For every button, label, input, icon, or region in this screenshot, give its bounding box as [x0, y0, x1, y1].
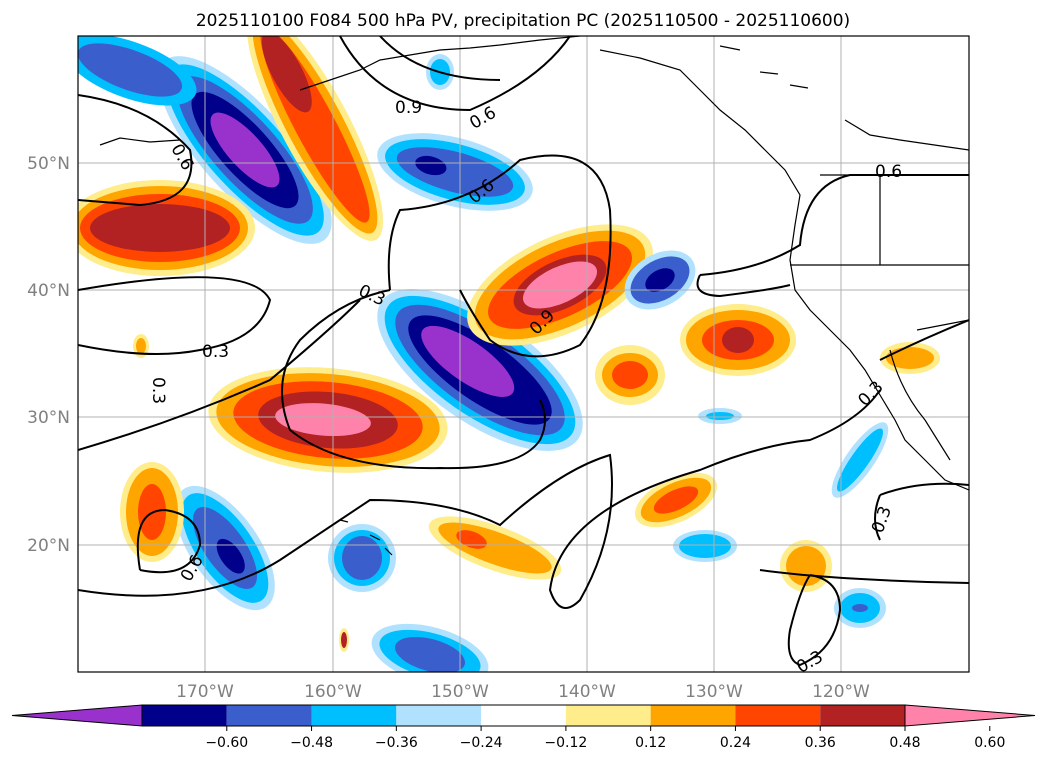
blob-central-east-tail	[595, 345, 665, 405]
blob-small-negative-1	[698, 408, 742, 424]
colorbar-segment	[142, 705, 227, 726]
colorbar-tick-label: 0.12	[635, 735, 666, 751]
chart-title: 2025110100 F084 500 hPa PV, precipitatio…	[196, 11, 850, 31]
blob-south-central-positive	[208, 367, 448, 473]
colorbar-segment	[396, 705, 482, 726]
blob-coast-negative	[831, 422, 889, 498]
colorbar-tick-label: −0.48	[290, 735, 333, 751]
colorbar-tick-label: −0.12	[544, 735, 587, 751]
colorbar-frame	[141, 704, 906, 727]
x-tick-label: 140°W	[558, 682, 616, 702]
colorbar-extension-min	[11, 704, 143, 727]
map-area: 0.9 0.6 0.6 0.6 0.3 0.3 0.3 0.9 0.6 0.3 …	[78, 36, 969, 672]
x-tick-label: 130°W	[685, 682, 743, 702]
blob-east-negative	[624, 250, 696, 310]
contour-label: 0.3	[148, 377, 168, 404]
colorbar-tick-label: −0.36	[375, 735, 418, 751]
colorbar-tick-label: 0.60	[974, 735, 1005, 751]
contour-label: 0.6	[875, 162, 902, 182]
y-axis-ticks: 50°N 40°N 30°N 20°N	[27, 154, 70, 556]
colorbar-tick-label: 0.24	[720, 735, 751, 751]
blob-small-positive-1	[133, 334, 149, 358]
pv-contours	[78, 36, 969, 667]
blob-nw-negative	[158, 56, 332, 244]
y-tick-label: 40°N	[27, 281, 70, 301]
colorbar-segment	[311, 705, 397, 726]
coastlines	[99, 36, 969, 556]
blob-south-east-negative-2	[834, 588, 886, 628]
y-tick-label: 30°N	[27, 408, 70, 428]
x-tick-label: 170°W	[176, 682, 234, 702]
contour-label: 0.9	[395, 98, 422, 118]
blob-coast-positive	[880, 342, 940, 374]
blob-south-bottom-negative	[371, 623, 489, 672]
y-tick-label: 50°N	[27, 154, 70, 174]
blob-central-north-negative	[377, 133, 533, 211]
blob-west-positive	[78, 180, 255, 276]
blob-hawaii-negative	[328, 524, 396, 592]
colorbar-segment	[735, 705, 821, 726]
blob-small-positive-2	[339, 628, 349, 652]
colorbar-segment	[565, 705, 651, 726]
colorbar-segment	[820, 705, 905, 726]
colorbar-segment	[650, 705, 736, 726]
gridlines	[78, 36, 969, 672]
blob-north-positive	[246, 36, 384, 241]
blob-south-positive	[428, 516, 562, 580]
blob-southeast-negative	[673, 530, 737, 562]
blob-southwest-negative	[175, 485, 275, 611]
colorbar-segment	[226, 705, 312, 726]
contour-label: 0.3	[202, 342, 229, 362]
blob-east-positive	[680, 304, 796, 376]
x-tick-label: 150°W	[431, 682, 489, 702]
x-tick-label: 160°W	[304, 682, 362, 702]
y-tick-label: 20°N	[27, 536, 70, 556]
blob-central-negative	[377, 289, 583, 451]
x-axis-ticks: 170°W 160°W 150°W 140°W 130°W 120°W	[176, 682, 870, 702]
map-frame	[77, 35, 970, 673]
x-tick-label: 120°W	[812, 682, 870, 702]
blob-southeast-positive	[635, 472, 717, 528]
blob-nw-corner-negative	[78, 36, 197, 106]
colorbar-segment	[481, 705, 566, 726]
colorbar-tick-label: −0.24	[460, 735, 503, 751]
colorbar-extension-max	[904, 704, 1036, 727]
colorbar: −0.60 −0.48 −0.36 −0.24 −0.12 0.12 0.24 0.36 0.4…	[11, 704, 1036, 751]
colorbar-tick-label: 0.48	[889, 735, 920, 751]
colorbar-tick-label: −0.60	[205, 735, 248, 751]
blob-central-east-positive	[467, 224, 653, 346]
colorbar-tick-label: 0.36	[805, 735, 836, 751]
